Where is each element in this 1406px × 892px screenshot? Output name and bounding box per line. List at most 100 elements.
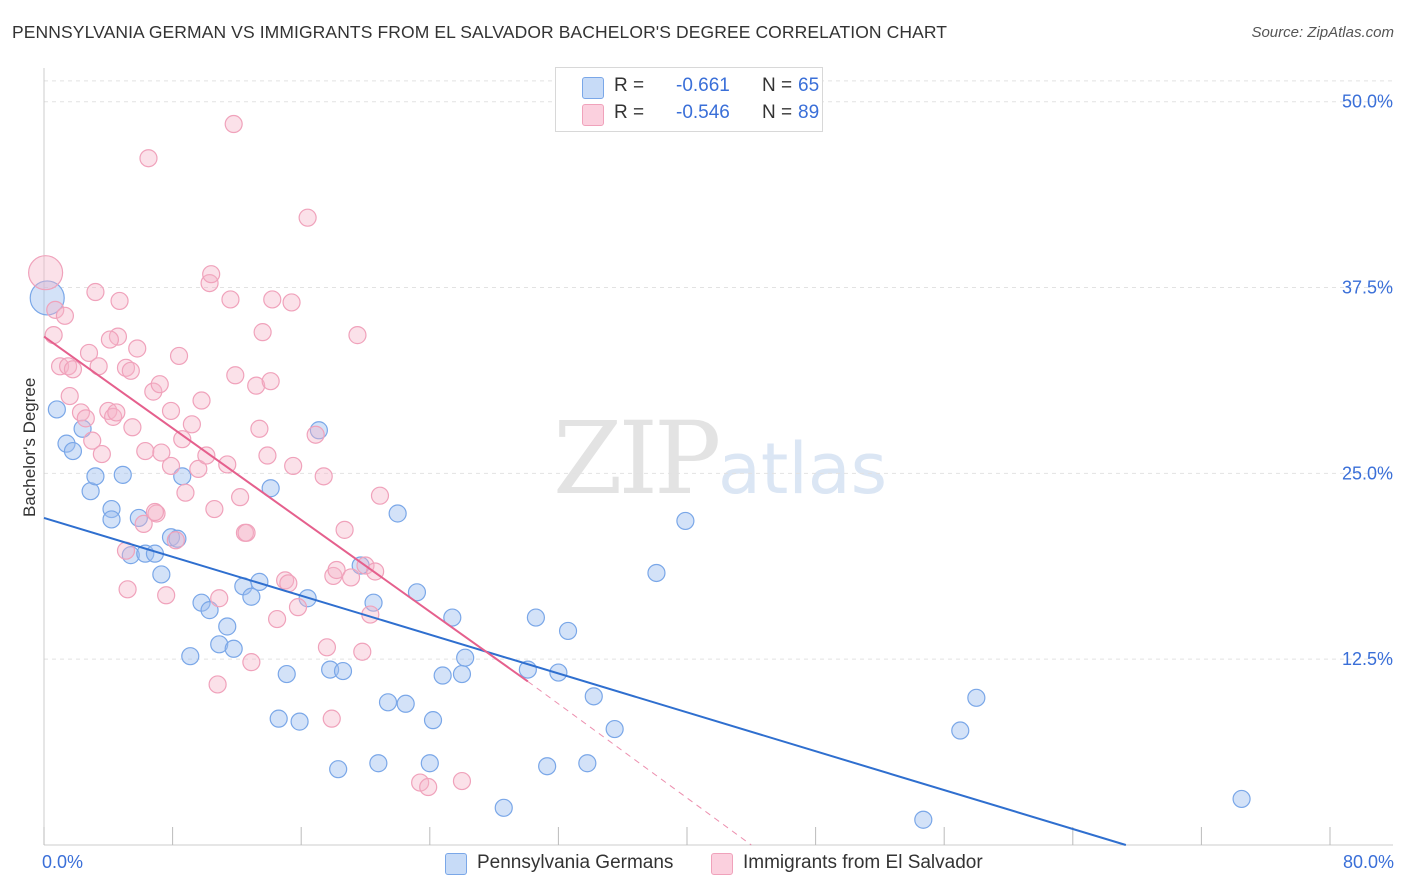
watermark-atlas: atlas xyxy=(718,428,888,510)
data-point-pennsylvania-germans xyxy=(181,647,200,666)
trend-line-el-salvador-extension xyxy=(527,681,752,846)
data-point-pennsylvania-germans xyxy=(200,601,219,620)
data-point-el-salvador xyxy=(247,376,266,395)
data-point-pennsylvania-germans xyxy=(102,510,121,529)
data-point-el-salvador xyxy=(282,293,301,312)
data-point-el-salvador xyxy=(218,455,237,474)
data-point-pennsylvania-germans xyxy=(378,693,398,712)
data-point-el-salvador xyxy=(161,456,181,476)
data-point-el-salvador xyxy=(71,403,91,422)
data-point-el-salvador xyxy=(176,483,195,502)
data-point-pennsylvania-germans xyxy=(914,810,933,829)
data-point-el-salvador xyxy=(261,372,280,391)
data-point-el-salvador xyxy=(202,265,221,284)
data-point-el-salvador xyxy=(276,571,295,590)
data-point-el-salvador xyxy=(100,330,120,349)
trend-line-el-salvador xyxy=(43,335,529,683)
data-point-el-salvador xyxy=(139,149,158,168)
data-point-pennsylvania-germans xyxy=(333,661,353,681)
data-point-pennsylvania-germans xyxy=(277,664,296,684)
data-point-el-salvador xyxy=(83,431,102,450)
data-point-el-salvador xyxy=(210,589,229,608)
data-point-pennsylvania-germans xyxy=(676,511,695,531)
data-point-pennsylvania-germans xyxy=(57,434,76,453)
data-point-el-salvador xyxy=(182,415,201,434)
data-point-pennsylvania-germans xyxy=(102,499,121,519)
r-label: R = xyxy=(614,102,645,123)
trend-line-pennsylvania-germans xyxy=(43,517,1127,846)
data-point-pennsylvania-germans xyxy=(443,608,462,627)
data-point-el-salvador xyxy=(157,586,176,605)
data-point-el-salvador xyxy=(242,653,261,672)
data-point-el-salvador xyxy=(284,456,303,476)
data-point-el-salvador xyxy=(189,459,208,479)
watermark-zip: ZIP xyxy=(553,400,721,517)
data-point-el-salvador xyxy=(317,638,337,657)
stats-legend: R = -0.661 N = 65 R = -0.546 N = 89 xyxy=(555,67,823,132)
r-value: -0.661 xyxy=(676,75,730,96)
legend-swatch-blue xyxy=(445,853,467,875)
data-point-el-salvador xyxy=(250,419,269,438)
data-point-el-salvador xyxy=(134,514,153,534)
n-label: N = xyxy=(762,102,793,123)
data-point-el-salvador xyxy=(86,282,105,302)
data-point-el-salvador xyxy=(192,391,211,410)
data-point-pennsylvania-germans xyxy=(647,563,666,583)
data-point-el-salvador xyxy=(60,386,79,406)
data-point-pennsylvania-germans xyxy=(86,467,105,486)
data-point-el-salvador xyxy=(28,255,64,291)
r-label: R = xyxy=(614,75,645,96)
chart-title: PENNSYLVANIA GERMAN VS IMMIGRANTS FROM E… xyxy=(12,22,948,42)
data-point-pennsylvania-germans xyxy=(433,666,452,685)
data-point-el-salvador xyxy=(452,771,472,791)
data-point-el-salvador xyxy=(145,502,165,522)
data-point-pennsylvania-germans xyxy=(63,441,83,461)
data-point-el-salvador xyxy=(348,326,367,345)
data-point-el-salvador xyxy=(335,520,354,539)
data-point-pennsylvania-germans xyxy=(578,754,597,773)
data-point-el-salvador xyxy=(224,114,243,134)
data-point-el-salvador xyxy=(169,346,189,366)
data-point-el-salvador xyxy=(226,366,245,385)
data-point-el-salvador xyxy=(353,642,372,661)
data-point-el-salvador xyxy=(419,777,438,797)
y-tick-label: 37.5% xyxy=(1342,278,1393,298)
data-point-el-salvador xyxy=(76,409,95,428)
data-point-el-salvador xyxy=(107,403,126,422)
data-point-pennsylvania-germans xyxy=(396,694,415,713)
data-point-el-salvador xyxy=(161,401,181,421)
r-value: -0.546 xyxy=(676,102,730,123)
data-point-pennsylvania-germans xyxy=(290,712,309,731)
data-point-el-salvador xyxy=(79,343,99,363)
data-point-el-salvador xyxy=(298,208,317,227)
y-tick-label: 12.5% xyxy=(1342,649,1393,669)
data-point-pennsylvania-germans xyxy=(364,593,383,612)
n-value: 65 xyxy=(798,75,820,96)
data-point-pennsylvania-germans xyxy=(951,721,970,740)
data-point-pennsylvania-germans xyxy=(605,719,624,739)
data-point-el-salvador xyxy=(253,323,272,342)
n-value: 89 xyxy=(798,102,820,123)
data-point-pennsylvania-germans xyxy=(407,583,427,602)
data-point-pennsylvania-germans xyxy=(129,508,148,528)
legend-swatch-blue xyxy=(582,77,604,99)
data-point-pennsylvania-germans xyxy=(967,688,986,707)
data-point-el-salvador xyxy=(92,444,111,464)
data-point-el-salvador xyxy=(152,443,171,462)
data-point-el-salvador xyxy=(370,486,390,505)
y-tick-label: 50.0% xyxy=(1342,92,1393,112)
data-point-pennsylvania-germans xyxy=(538,757,557,776)
data-point-el-salvador xyxy=(150,375,169,394)
data-point-el-salvador xyxy=(46,300,65,319)
data-point-el-salvador xyxy=(208,675,227,694)
y-tick-label: 25.0% xyxy=(1342,463,1393,483)
data-point-el-salvador xyxy=(128,339,147,358)
legend-swatch-pink xyxy=(711,853,733,875)
data-point-el-salvador xyxy=(123,418,142,437)
data-point-pennsylvania-germans xyxy=(261,479,280,498)
data-point-el-salvador xyxy=(288,598,308,617)
data-point-pennsylvania-germans xyxy=(494,798,513,817)
data-point-el-salvador xyxy=(55,306,74,325)
data-point-pennsylvania-germans xyxy=(224,639,243,658)
